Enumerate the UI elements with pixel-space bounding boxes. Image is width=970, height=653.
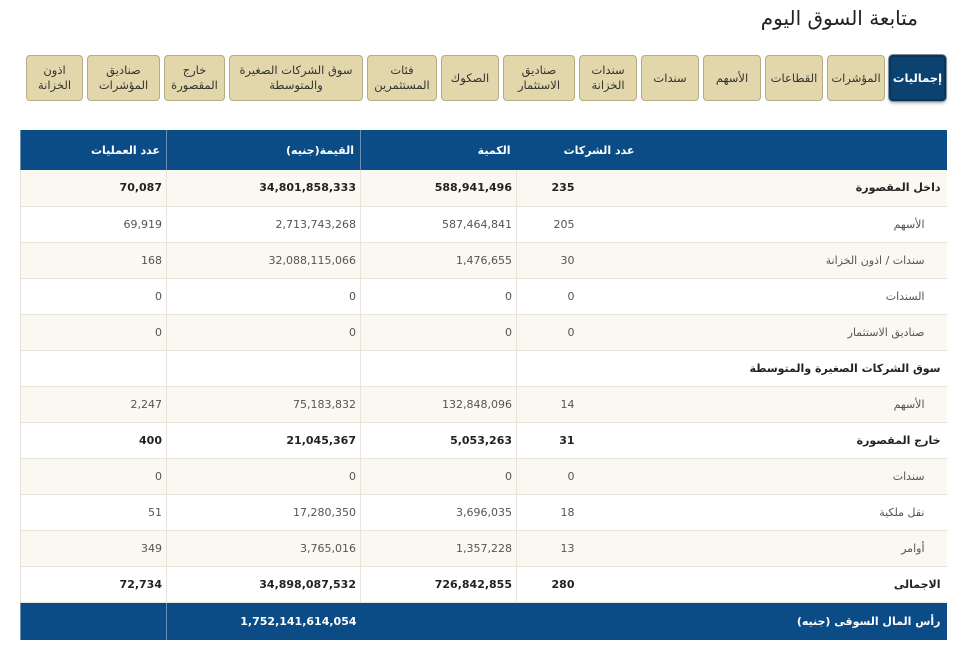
tab-sectors[interactable]: القطاعات xyxy=(765,55,823,101)
cell-value xyxy=(166,350,361,387)
cell-companies: 205 xyxy=(516,206,579,243)
table-row: 0 0 0 0 صناديق الاستثمار xyxy=(20,314,947,351)
row-label: خارج المقصورة xyxy=(578,422,947,459)
cell-quantity: 132,848,096 xyxy=(360,386,517,423)
table-row: 51 17,280,350 3,696,035 18 نقل ملكية xyxy=(20,494,947,531)
cell-companies: 235 xyxy=(516,170,579,207)
cell-value: 0 xyxy=(166,278,361,315)
cell-companies: 31 xyxy=(516,422,579,459)
cell-companies: 0 xyxy=(516,314,579,351)
cell-trades: 0 xyxy=(20,314,167,351)
market-summary-table: عدد العمليات القيمة(جنيه) الكمية عدد الش… xyxy=(20,130,947,640)
cell-trades: 349 xyxy=(20,530,167,567)
cell-trades: 0 xyxy=(20,278,167,315)
cell-companies: 30 xyxy=(516,242,579,279)
cell-quantity: 726,842,855 xyxy=(360,566,517,603)
row-label: سوق الشركات الصغيرة والمتوسطة xyxy=(578,350,947,387)
tab-treasury-bonds[interactable]: سندات الخزانة xyxy=(579,55,637,101)
cell-value: 3,765,016 xyxy=(166,530,361,567)
row-label: صناديق الاستثمار xyxy=(578,314,947,351)
cell-trades: 0 xyxy=(20,458,167,495)
row-label: أوامر xyxy=(578,530,947,567)
cell-trades: 400 xyxy=(20,422,167,459)
page-title: متابعة السوق اليوم xyxy=(760,6,918,30)
tab-treasury-bills[interactable]: اذون الخزانة xyxy=(26,55,83,101)
header-companies: عدد الشركات xyxy=(516,130,947,170)
cell-quantity xyxy=(360,350,517,387)
tab-stocks[interactable]: الأسهم xyxy=(703,55,761,101)
table-row: 2,247 75,183,832 132,848,096 14 الأسهم xyxy=(20,386,947,423)
cell-trades: 2,247 xyxy=(20,386,167,423)
cell-companies xyxy=(516,350,579,387)
table-row: 0 0 0 0 السندات xyxy=(20,278,947,315)
market-cap-value: 1,752,141,614,054 xyxy=(166,602,361,640)
tab-bonds[interactable]: سندات xyxy=(641,55,699,101)
cell-companies: 0 xyxy=(516,278,579,315)
header-trades: عدد العمليات xyxy=(20,130,167,170)
tab-bar: إجماليات المؤشرات القطاعات الأسهم سندات … xyxy=(22,55,946,103)
table-row: 168 32,088,115,066 1,476,655 30 سندات / … xyxy=(20,242,947,279)
tab-investor-categories[interactable]: فئات المستثمرين xyxy=(367,55,437,101)
cell-value: 34,898,087,532 xyxy=(166,566,361,603)
cell-quantity: 0 xyxy=(360,458,517,495)
cell-companies: 0 xyxy=(516,458,579,495)
row-label: الأسهم xyxy=(578,386,947,423)
header-quantity: الكمية xyxy=(360,130,517,170)
tab-investment-funds[interactable]: صناديق الاستثمار xyxy=(503,55,575,101)
tab-otc[interactable]: خارج المقصورة xyxy=(164,55,225,101)
cell-trades xyxy=(20,350,167,387)
cell-quantity: 587,464,841 xyxy=(360,206,517,243)
cell-trades: 72,734 xyxy=(20,566,167,603)
cell-companies: 14 xyxy=(516,386,579,423)
cell-quantity: 3,696,035 xyxy=(360,494,517,531)
tab-sme-market[interactable]: سوق الشركات الصغيرة والمتوسطة xyxy=(229,55,363,101)
tab-totals[interactable]: إجماليات xyxy=(889,55,946,101)
market-cap-row: 1,752,141,614,054 رأس المال السوقى (جنيه… xyxy=(20,602,947,640)
cell-quantity: 5,053,263 xyxy=(360,422,517,459)
header-value: القيمة(جنيه) xyxy=(166,130,361,170)
cell-value: 32,088,115,066 xyxy=(166,242,361,279)
row-label: السندات xyxy=(578,278,947,315)
cell-value: 34,801,858,333 xyxy=(166,170,361,207)
cell-companies: 13 xyxy=(516,530,579,567)
cell-value: 0 xyxy=(166,314,361,351)
table-row: 72,734 34,898,087,532 726,842,855 280 ال… xyxy=(20,566,947,603)
table-row: 70,087 34,801,858,333 588,941,496 235 دا… xyxy=(20,170,947,207)
cell-companies: 18 xyxy=(516,494,579,531)
market-cap-label: رأس المال السوقى (جنيه) xyxy=(360,602,947,640)
table-row: 0 0 0 0 سندات xyxy=(20,458,947,495)
table-row: 349 3,765,016 1,357,228 13 أوامر xyxy=(20,530,947,567)
cell-quantity: 0 xyxy=(360,278,517,315)
cell-value: 2,713,743,268 xyxy=(166,206,361,243)
tab-etfs[interactable]: صناديق المؤشرات xyxy=(87,55,160,101)
cell-quantity: 1,476,655 xyxy=(360,242,517,279)
row-label: سندات xyxy=(578,458,947,495)
table-row: 400 21,045,367 5,053,263 31 خارج المقصور… xyxy=(20,422,947,459)
cell-companies: 280 xyxy=(516,566,579,603)
table-row: 69,919 2,713,743,268 587,464,841 205 الأ… xyxy=(20,206,947,243)
cell-quantity: 588,941,496 xyxy=(360,170,517,207)
cell-value: 75,183,832 xyxy=(166,386,361,423)
row-label: الاجمالى xyxy=(578,566,947,603)
row-label: داخل المقصورة xyxy=(578,170,947,207)
cell-quantity: 1,357,228 xyxy=(360,530,517,567)
cell-trades: 70,087 xyxy=(20,170,167,207)
cell-trades: 51 xyxy=(20,494,167,531)
row-label: سندات / اذون الخزانة xyxy=(578,242,947,279)
cell-value: 21,045,367 xyxy=(166,422,361,459)
tab-sukuk[interactable]: الصكوك xyxy=(441,55,499,101)
cell-quantity: 0 xyxy=(360,314,517,351)
cell-trades: 69,919 xyxy=(20,206,167,243)
table-row: سوق الشركات الصغيرة والمتوسطة xyxy=(20,350,947,387)
tab-indices[interactable]: المؤشرات xyxy=(827,55,885,101)
row-label: نقل ملكية xyxy=(578,494,947,531)
row-label: الأسهم xyxy=(578,206,947,243)
cell-value: 0 xyxy=(166,458,361,495)
cell-value: 17,280,350 xyxy=(166,494,361,531)
cell-trades: 168 xyxy=(20,242,167,279)
